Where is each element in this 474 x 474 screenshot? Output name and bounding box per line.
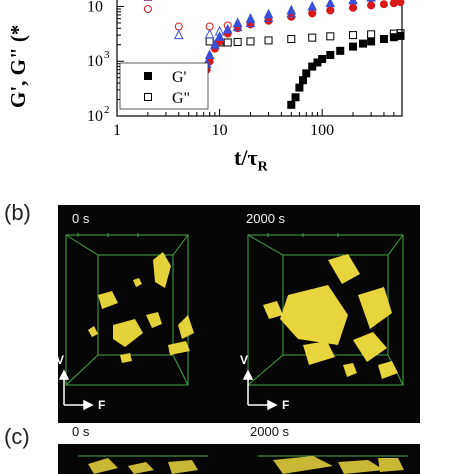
data-point [302,69,311,78]
panel-c-micrographs [58,444,420,474]
data-point [214,25,225,36]
data-point [173,29,184,40]
data-point [348,0,358,5]
x-tick-label: 1 [113,122,121,139]
legend-label: G' [172,69,187,86]
y-axis-label: G', G" (* [6,24,30,108]
data-point [204,28,215,39]
data-point [308,62,317,71]
panel-b-left-time: 0 s [72,211,90,226]
data-point [295,83,304,92]
data-point [396,29,405,38]
data-point [287,100,296,109]
panel-b-f-label-left: F [98,398,106,412]
data-point [389,0,398,8]
data-point [245,17,256,27]
y-tick-label: 10 [87,53,103,70]
data-point [264,36,273,45]
direction-arrows [58,369,278,411]
y-tick-label: 10 [87,108,103,125]
data-point [349,42,358,51]
panel-b-renderings [58,233,404,411]
data-point [325,0,336,8]
data-point [367,30,376,39]
data-point [379,0,388,9]
y-tick-exponent: 2 [104,104,110,116]
data-point [214,31,225,41]
data-point [143,4,152,13]
data-point [396,0,405,7]
data-point [222,23,233,34]
legend-box [119,62,209,110]
panel-c-label: (c) [4,424,30,449]
panel-b-v-label-left: V [58,353,65,367]
data-point [298,76,307,85]
panel-b-v-label-right: V [240,353,249,367]
data-point [263,12,274,22]
left-cube [65,233,189,386]
legend-marker [144,72,152,80]
right-cube [247,233,404,386]
panel-b-right-time: 2000 s [246,211,286,226]
data-point [246,37,255,46]
data-point [326,32,335,41]
panel-c-left-time: 0 s [72,424,90,439]
data-point [308,33,317,42]
data-point [396,31,405,40]
panel-b-f-label-right: F [282,398,290,412]
data-point [287,34,296,43]
y-tick-exponent: 3 [104,49,110,61]
data-point [358,39,367,48]
data-point [367,1,376,10]
panel-b-label: (b) [4,200,31,225]
data-point [326,51,335,60]
data-point [174,22,183,31]
panel-b-micrographs: 0 s 2000 s V F V F [58,205,420,423]
aggregates-left [88,252,194,363]
data-point [286,7,297,18]
x-axis-label: t/τR [234,145,268,175]
data-point [379,34,388,43]
plot-frame [116,0,403,117]
data-point [232,21,243,32]
panel-c-renderings [78,455,408,474]
data-point [204,49,215,60]
data-point [307,0,318,11]
y-tick-label: 10 [87,0,103,15]
data-point [367,37,376,46]
legend-marker [144,93,152,101]
data-point [205,37,214,46]
data-point [366,0,376,2]
aggregates-right [263,254,398,379]
data-point [210,39,220,49]
data-point [318,54,327,63]
panel-c-right-time: 2000 s [250,424,290,439]
data-point [291,93,300,102]
legend-label: G" [172,90,190,107]
x-tick-label: 100 [310,122,334,139]
data-point [349,31,358,40]
x-tick-label: 10 [212,122,228,139]
data-point [233,37,242,46]
data-point [336,46,345,55]
data-point [223,38,232,47]
